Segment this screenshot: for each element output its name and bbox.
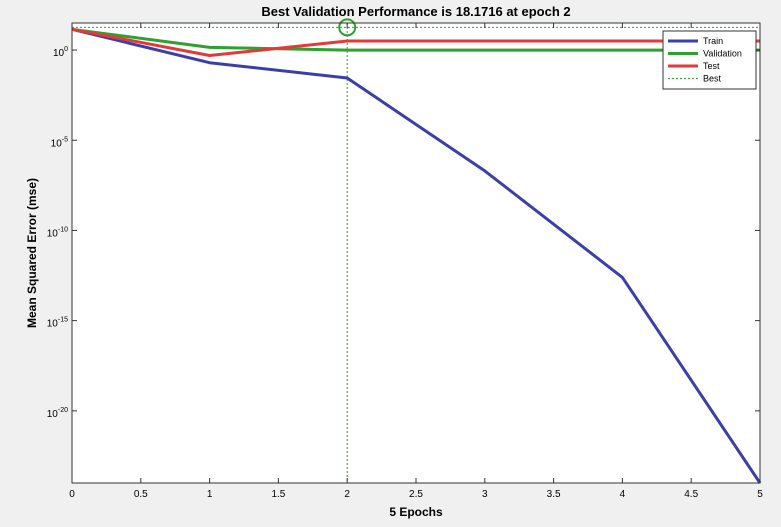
legend-label-best: Best [703, 74, 722, 84]
y-tick-base: 10 [47, 409, 59, 420]
x-tick-label: 4.5 [684, 489, 698, 500]
chart-marks [71, 18, 762, 484]
y-axis-label: Mean Squared Error (mse) [25, 178, 39, 328]
y-tick-label: 10-15 [47, 317, 68, 330]
y-tick-base: 10 [51, 138, 63, 149]
y-tick-label: 10-20 [47, 407, 68, 420]
y-tick-base: 10 [47, 228, 59, 239]
plot-area [72, 23, 760, 483]
series-line-validation [71, 27, 760, 52]
x-tick-label: 1.5 [271, 489, 285, 500]
y-tick-label: 10-10 [47, 226, 68, 239]
x-tick-label: 5 [757, 489, 763, 500]
y-tick-exponent: -20 [58, 407, 68, 414]
best-marker [338, 18, 357, 37]
chart-title: Best Validation Performance is 18.1716 a… [261, 4, 570, 19]
y-tick-exponent: 0 [64, 46, 68, 53]
x-axis-label: 5 Epochs [389, 505, 443, 519]
x-tick-label: 2 [344, 489, 350, 500]
y-tick-label: 100 [53, 46, 68, 59]
legend-label-validation: Validation [703, 49, 742, 59]
x-tick-label: 4 [620, 489, 626, 500]
x-tick-label: 2.5 [409, 489, 423, 500]
x-tick-label: 1 [207, 489, 213, 500]
x-tick-label: 0 [69, 489, 75, 500]
legend-label-test: Test [703, 61, 720, 71]
series-line-test [71, 27, 760, 57]
legend: Train Validation Test Best [662, 30, 757, 90]
series-line-train [71, 27, 762, 484]
x-tick-label: 3.5 [547, 489, 561, 500]
y-tick-exponent: -5 [62, 136, 68, 143]
x-tick-label: 0.5 [134, 489, 148, 500]
y-tick-exponent: -10 [58, 226, 68, 233]
y-tick-exponent: -15 [58, 317, 68, 324]
axis-ticks: 0 0.5 1 1.5 2 2.5 3 3.5 4 4.5 510010-510-1010-1510… [47, 23, 763, 500]
legend-label-train: Train [703, 36, 723, 46]
y-tick-base: 10 [53, 48, 65, 59]
y-tick-label: 10-5 [51, 136, 68, 149]
y-tick-base: 10 [47, 319, 59, 330]
x-tick-label: 3 [482, 489, 488, 500]
